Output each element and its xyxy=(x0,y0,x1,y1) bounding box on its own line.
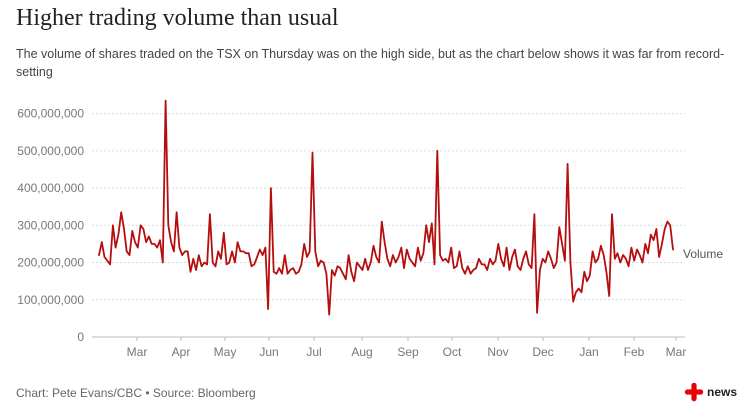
y-tick-label: 400,000,000 xyxy=(17,181,84,195)
series-label-volume: Volume xyxy=(683,247,723,261)
x-tick-label: Mar xyxy=(127,345,148,359)
cbc-news-logo[interactable]: news xyxy=(684,382,737,402)
x-tick-label: Jun xyxy=(259,345,278,359)
y-tick-label: 0 xyxy=(77,330,84,344)
x-tick-label: Dec xyxy=(532,345,553,359)
cbc-gem-icon xyxy=(684,382,704,402)
line-chart: 600,000,000 500,000,000 400,000,000 300,000… xyxy=(17,99,723,359)
y-tick-label: 300,000,000 xyxy=(17,218,84,232)
chart-credit: Chart: Pete Evans/CBC • Source: Bloomber… xyxy=(16,386,256,400)
y-tick-label: 200,000,000 xyxy=(17,256,84,270)
x-tick-label: Nov xyxy=(487,345,508,359)
chart-title: Higher trading volume than usual xyxy=(16,5,339,31)
x-tick-label: Aug xyxy=(351,345,372,359)
y-tick-label: 600,000,000 xyxy=(17,107,84,121)
x-tick-label: Mar xyxy=(666,345,687,359)
y-tick-label: 500,000,000 xyxy=(17,144,84,158)
x-tick-label: Apr xyxy=(172,345,191,359)
chart-subtitle: The volume of shares traded on the TSX o… xyxy=(16,47,725,79)
x-tick-label: Jul xyxy=(306,345,321,359)
x-tick-label: Sep xyxy=(397,345,419,359)
logo-text: news xyxy=(707,385,738,399)
y-tick-label: 100,000,000 xyxy=(17,293,84,307)
x-tick-label: Jan xyxy=(579,345,598,359)
x-tick-label: May xyxy=(214,345,237,359)
x-tick-label: Feb xyxy=(624,345,645,359)
series-line-volume xyxy=(98,99,674,316)
x-tick-label: Oct xyxy=(443,345,462,359)
